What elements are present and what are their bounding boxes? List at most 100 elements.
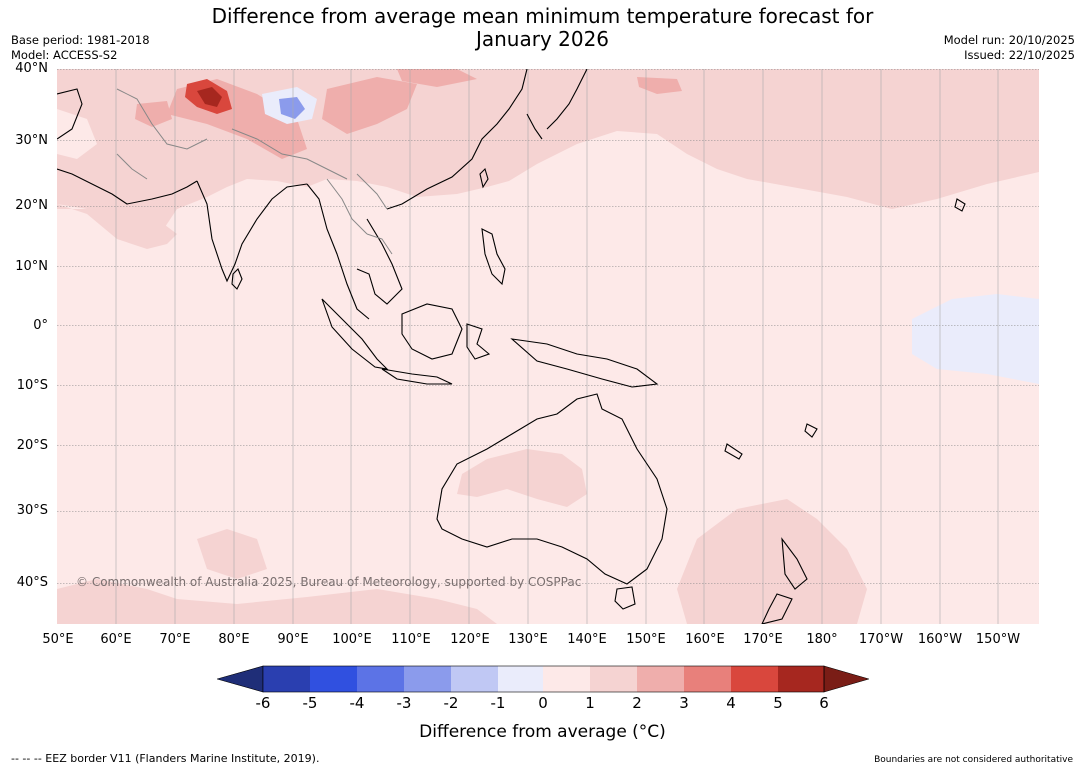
colorbar-tick: 3: [679, 694, 689, 712]
title-line-1: Difference from average mean minimum tem…: [211, 4, 874, 28]
metadata-right: Model run: 20/10/2025 Issued: 22/10/2025: [944, 33, 1075, 63]
lon-label-70e: 70°E: [159, 632, 191, 647]
colorbar-tick: 1: [585, 694, 595, 712]
coast-java: [381, 368, 453, 385]
model-name: Model: ACCESS-S2: [11, 48, 118, 62]
model-run: Model run: 20/10/2025: [943, 33, 1075, 47]
colorbar-bin-3: [357, 666, 404, 692]
lon-label-160w: 160°W: [917, 632, 963, 647]
colorbar-bin-2: [310, 666, 357, 692]
colorbar-bin-1: [263, 666, 310, 692]
colorbar-legend: [217, 665, 869, 693]
lon-label-140e: 140°E: [567, 632, 607, 647]
lon-label-110e: 110°E: [391, 632, 431, 647]
colorbar-bin-6: [498, 666, 543, 692]
cool-anomalies: [262, 87, 1039, 384]
lon-label-60e: 60°E: [100, 632, 132, 647]
lon-label-160e: 160°E: [685, 632, 725, 647]
warm-region-middle-east: [57, 204, 177, 249]
lon-label-90e: 90°E: [277, 632, 309, 647]
colorbar-tick: 6: [819, 694, 829, 712]
boundaries-disclaimer: Boundaries are not considered authoritat…: [874, 755, 1073, 765]
lat-label-20s: 20°S: [16, 438, 48, 453]
colorbar-cap-low: [217, 665, 264, 693]
colorbar-bin-11: [731, 666, 778, 692]
warm-region-indian-ocean: [197, 529, 267, 579]
lon-label-100e: 100°E: [332, 632, 372, 647]
coast-korea-japan: [526, 69, 588, 140]
colorbar-bin-4: [404, 666, 451, 692]
lon-label-150w: 150°W: [975, 632, 1021, 647]
warm-patch-mongolia: [397, 69, 477, 87]
eez-border-note: -- -- -- EEZ border V11 (Flanders Marine…: [11, 752, 320, 765]
meridians: [115, 69, 999, 624]
coast-sumatra: [321, 298, 389, 370]
coast-taiwan: [479, 167, 489, 189]
colorbar-bin-12: [778, 666, 824, 692]
colorbar-bin-10: [684, 666, 731, 692]
colorbar-tick: -5: [302, 694, 318, 712]
coast-borneo: [401, 303, 463, 360]
colorbar-tick: -1: [490, 694, 506, 712]
lon-label-170e: 170°E: [743, 632, 783, 647]
lon-label-170w: 170°W: [858, 632, 904, 647]
lat-label-0: 0°: [33, 318, 48, 333]
lon-label-180: 180°: [806, 632, 838, 647]
colorbar-tick: -4: [349, 694, 365, 712]
colorbar-bin-7: [543, 666, 590, 692]
lon-label-130e: 130°E: [508, 632, 548, 647]
issued-date: Issued: 22/10/2025: [964, 48, 1075, 62]
lon-label-120e: 120°E: [450, 632, 490, 647]
lon-label-80e: 80°E: [218, 632, 250, 647]
forecast-map[interactable]: [57, 69, 1039, 624]
colorbar-tick: 4: [726, 694, 736, 712]
colorbar-tick: -3: [396, 694, 412, 712]
colorbar-bin-9: [637, 666, 684, 692]
warm-patch-arabia: [57, 109, 97, 159]
coastlines: [57, 69, 966, 624]
colorbar-tick: 0: [538, 694, 548, 712]
lat-label-20n: 20°N: [15, 198, 48, 213]
hot-core-himalaya: [197, 87, 222, 107]
warm-region-central-australia: [457, 449, 587, 507]
lon-label-150e: 150°E: [626, 632, 666, 647]
warm-region-southern-ocean: [57, 579, 497, 624]
warm-region-tasman: [677, 499, 867, 624]
coast-hawaii: [954, 198, 966, 212]
colorbar-bin-8: [590, 666, 637, 692]
lat-label-10n: 10°N: [15, 259, 48, 274]
warm-patch-china: [322, 77, 417, 134]
colorbar-tick: 2: [632, 694, 642, 712]
colorbar-cap-high: [823, 665, 869, 693]
lat-label-40n: 40°N: [15, 61, 48, 76]
lat-label-10s: 10°S: [16, 378, 48, 393]
coast-arabia-iran: [57, 88, 198, 205]
coast-sri-lanka: [231, 268, 243, 290]
coast-new-guinea: [510, 338, 659, 388]
lat-label-30n: 30°N: [15, 133, 48, 148]
cool-core-tibet: [279, 97, 305, 119]
coast-philippines: [481, 228, 506, 286]
lat-label-30s: 30°S: [16, 503, 48, 518]
colorbar-title: Difference from average (°C): [419, 722, 666, 742]
metadata-left: Base period: 1981-2018 Model: ACCESS-S2: [11, 33, 150, 63]
colorbar-tick: -6: [255, 694, 271, 712]
colorbar-tick: -2: [443, 694, 459, 712]
colorbar-bin-5: [451, 666, 498, 692]
coast-sulawesi: [466, 323, 491, 360]
coast-indochina: [356, 218, 403, 305]
map-title: Difference from average mean minimum tem…: [0, 5, 1085, 51]
base-period: Base period: 1981-2018: [11, 33, 150, 47]
coast-burma-thailand: [306, 183, 370, 320]
warm-patch-east-asia: [637, 77, 682, 94]
coast-australia: [436, 393, 668, 585]
lon-label-50e: 50°E: [42, 632, 74, 647]
cool-region-pacific: [912, 294, 1039, 384]
coast-new-zealand: [761, 537, 808, 624]
copyright-notice: © Commonwealth of Australia 2025, Bureau…: [76, 575, 582, 589]
coast-tasmania: [614, 586, 636, 610]
coast-china: [386, 69, 528, 210]
coast-fiji: [804, 423, 818, 438]
lat-label-40s: 40°S: [16, 575, 48, 590]
country-borders: [116, 88, 393, 255]
